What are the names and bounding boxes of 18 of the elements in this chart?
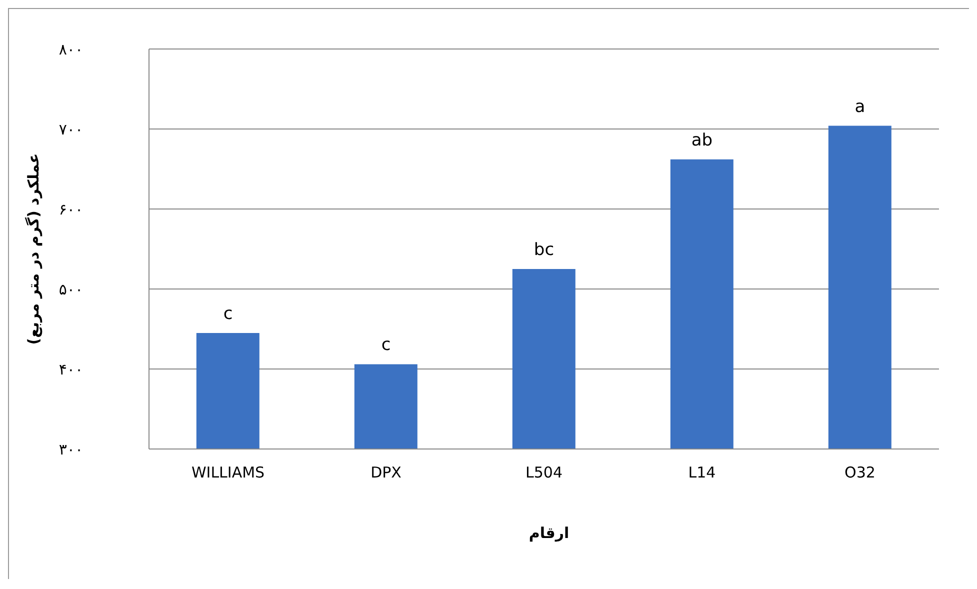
annotation: ab [691, 130, 713, 150]
y-tick-label: ۷۰۰ [58, 120, 83, 138]
y-tick-label: ۴۰۰ [58, 360, 83, 378]
y-axis-title: عملکرد (گرم در متر مربع) [25, 153, 43, 345]
annotation: c [381, 335, 391, 356]
y-tick-label: ۶۰۰ [58, 200, 83, 218]
y-tick-label: ۸۰۰ [58, 40, 83, 58]
annotation: c [223, 304, 233, 324]
x-tick-label: WILLIAMS [191, 464, 265, 482]
x-tick-label: L14 [688, 464, 716, 482]
x-tick-label: DPX [370, 464, 402, 482]
x-axis-title: ارقام [528, 524, 570, 542]
annotation: bc [534, 240, 554, 260]
y-tick-label: ۳۰۰ [58, 440, 83, 458]
y-tick-label: ۵۰۰ [58, 280, 83, 298]
x-tick-label: O32 [844, 464, 876, 482]
annotation: a [854, 96, 866, 117]
x-tick-label: L504 [526, 464, 562, 482]
